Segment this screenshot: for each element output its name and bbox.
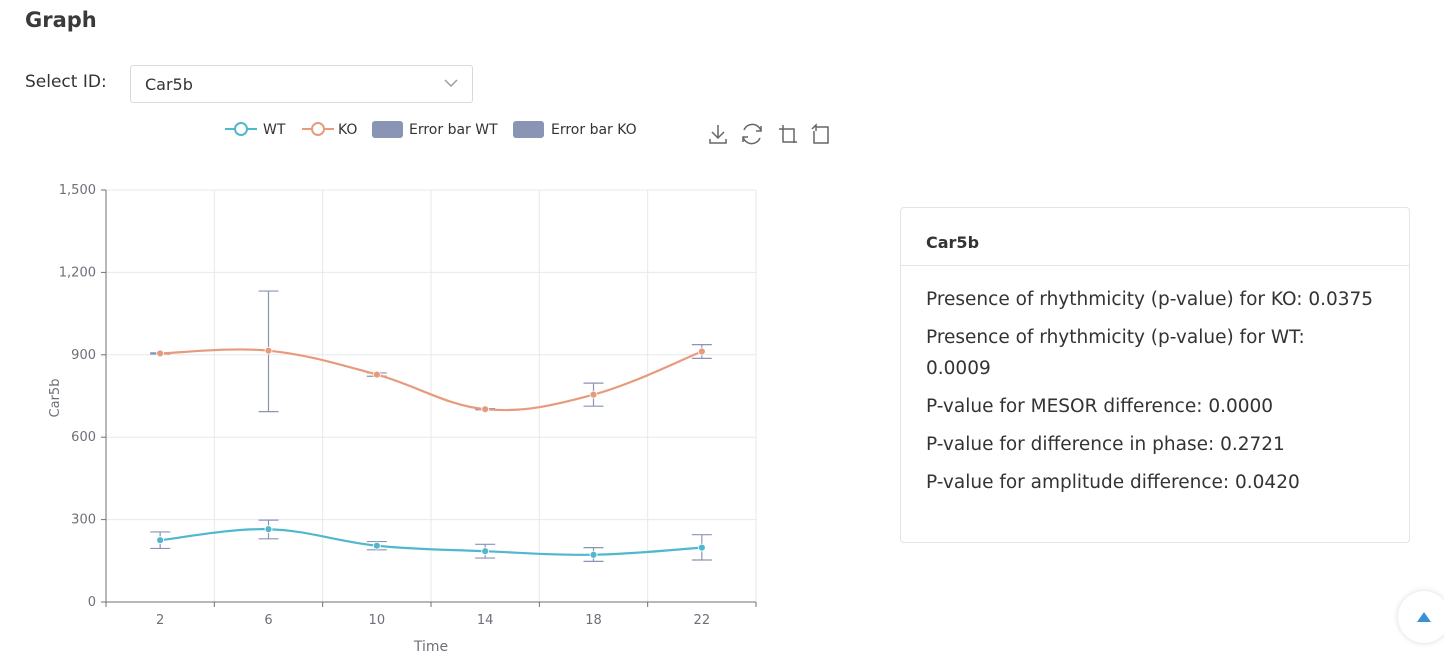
chevron-down-icon — [444, 79, 458, 87]
y-tick-label: 1,200 — [59, 265, 96, 280]
x-tick-label: 10 — [369, 613, 386, 628]
download-icon[interactable] — [708, 123, 728, 145]
legend-item-error-bar-wt[interactable]: Error bar WT — [372, 121, 498, 138]
x-tick-label: 14 — [477, 613, 494, 628]
data-point-ko[interactable] — [264, 346, 273, 355]
data-point-wt[interactable] — [372, 541, 381, 550]
legend-label-ko: KO — [338, 122, 357, 138]
data-point-ko[interactable] — [372, 370, 381, 379]
data-point-ko[interactable] — [589, 390, 598, 399]
id-select-value: Car5b — [145, 75, 193, 94]
plot-area: 0 300 600 900 1,200 1,500 2 6 10 14 18 22 — [59, 183, 757, 628]
scroll-to-top-button[interactable] — [1398, 591, 1444, 643]
stat-wt-rhythmicity: Presence of rhythmicity (p-value) for WT… — [926, 327, 1305, 379]
data-point-ko[interactable] — [481, 405, 490, 414]
x-tick-label: 22 — [694, 613, 711, 628]
legend-label-wt: WT — [263, 122, 286, 138]
x-tick-label: 2 — [156, 613, 164, 628]
page-title: Graph — [25, 8, 97, 32]
refresh-icon[interactable] — [741, 123, 763, 145]
data-point-ko[interactable] — [697, 347, 706, 356]
data-point-wt[interactable] — [589, 550, 598, 559]
zoom-icon[interactable] — [777, 123, 799, 145]
stat-phase-difference: P-value for difference in phase: 0.2721 — [926, 434, 1285, 455]
id-select[interactable]: Car5b — [130, 65, 473, 103]
legend-item-ko[interactable]: KO — [302, 122, 357, 138]
legend-label-error-bar-ko: Error bar KO — [551, 122, 637, 138]
select-id-label: Select ID: — [25, 72, 107, 92]
legend-item-error-bar-ko[interactable]: Error bar KO — [513, 121, 637, 138]
x-tick-label: 18 — [585, 613, 602, 628]
x-tick-label: 6 — [264, 613, 272, 628]
x-axis-label: Time — [413, 639, 448, 655]
stat-mesor-difference: P-value for MESOR difference: 0.0000 — [926, 396, 1274, 417]
data-point-wt[interactable] — [156, 536, 165, 545]
stat-ko-rhythmicity: Presence of rhythmicity (p-value) for KO… — [926, 289, 1374, 310]
series-line-ko — [160, 348, 703, 412]
y-tick-label: 900 — [71, 348, 96, 363]
data-point-wt[interactable] — [481, 547, 490, 556]
y-tick-label: 300 — [71, 513, 96, 528]
y-tick-label: 1,500 — [59, 183, 96, 198]
legend-label-error-bar-wt: Error bar WT — [409, 122, 498, 138]
chart-legend: WT KO Error bar WT Error bar KO — [225, 121, 637, 138]
series-line-wt — [160, 528, 702, 556]
line-chart: WT KO Error bar WT Error bar KO — [48, 121, 832, 655]
stats-card: Car5b Presence of rhythmicity (p-value) … — [900, 207, 1410, 543]
stats-card-title: Car5b — [901, 208, 1409, 266]
y-tick-label: 0 — [88, 595, 96, 610]
arrow-up-icon — [1417, 612, 1431, 622]
chart-toolbox — [708, 123, 832, 145]
data-point-ko[interactable] — [156, 349, 165, 358]
y-axis-label: Car5b — [48, 379, 63, 418]
zoom-reset-icon[interactable] — [810, 123, 832, 145]
data-point-wt[interactable] — [697, 543, 706, 552]
stats-card-body: Presence of rhythmicity (p-value) for KO… — [901, 266, 1409, 498]
stat-amplitude-difference: P-value for amplitude difference: 0.0420 — [926, 472, 1300, 493]
y-tick-label: 600 — [71, 430, 96, 445]
data-point-wt[interactable] — [264, 525, 273, 534]
legend-item-wt[interactable]: WT — [225, 122, 286, 138]
